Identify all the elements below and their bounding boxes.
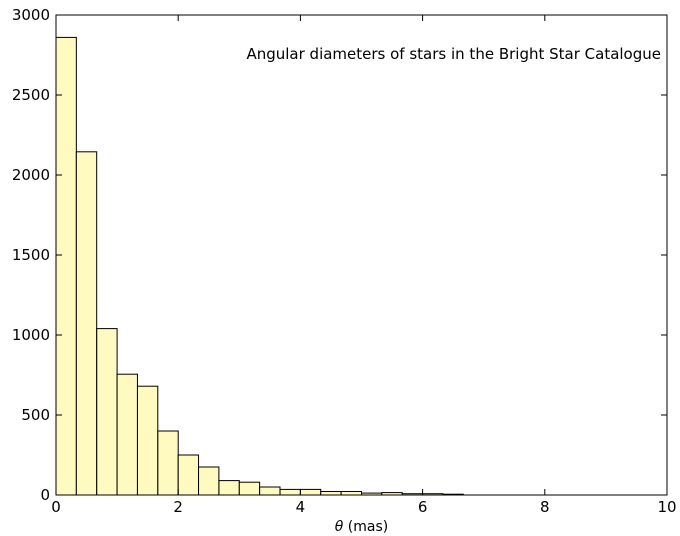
y-tick-label: 2000 [12,166,50,184]
histogram-bar [157,430,179,496]
axis-ticks [55,14,668,496]
x-tick-label: 2 [173,498,183,516]
histogram-bar [96,328,118,496]
histogram-bar [177,454,200,496]
x-tick-label: 0 [51,498,61,516]
x-axis-label-unit: (mas) [343,519,388,535]
y-tick-label: 1000 [12,326,50,344]
histogram-bar [279,488,301,496]
y-tick-label: 2500 [12,86,50,104]
histogram-bar [75,151,98,496]
x-tick-label: 8 [540,498,550,516]
histogram-bar [116,373,138,496]
histogram-bar [55,36,77,496]
histogram-bar [198,466,220,496]
x-tick-label: 6 [418,498,428,516]
histogram-bar [299,488,322,496]
histogram-bar [136,385,159,496]
histogram-bars [55,36,464,496]
histogram-bar [340,490,362,496]
axis-tick-labels: 0 2 4 6 8 10 0 500 1000 1500 2000 2500 3000 [12,6,677,516]
chart-annotation: Angular diameters of stars in the Bright… [246,45,661,63]
y-tick-label: 500 [21,406,50,424]
histogram-bar [238,481,261,496]
x-tick-label: 4 [296,498,306,516]
histogram-bar [320,490,342,496]
histogram-bar [218,480,240,496]
y-tick-label: 0 [40,486,50,504]
x-axis-label-symbol: θ [335,519,344,535]
x-tick-label: 10 [657,498,676,516]
y-tick-label: 3000 [12,6,50,24]
y-tick-label: 1500 [12,246,50,264]
histogram-bar [259,486,281,496]
x-axis-label: θ (mas) [335,519,388,535]
